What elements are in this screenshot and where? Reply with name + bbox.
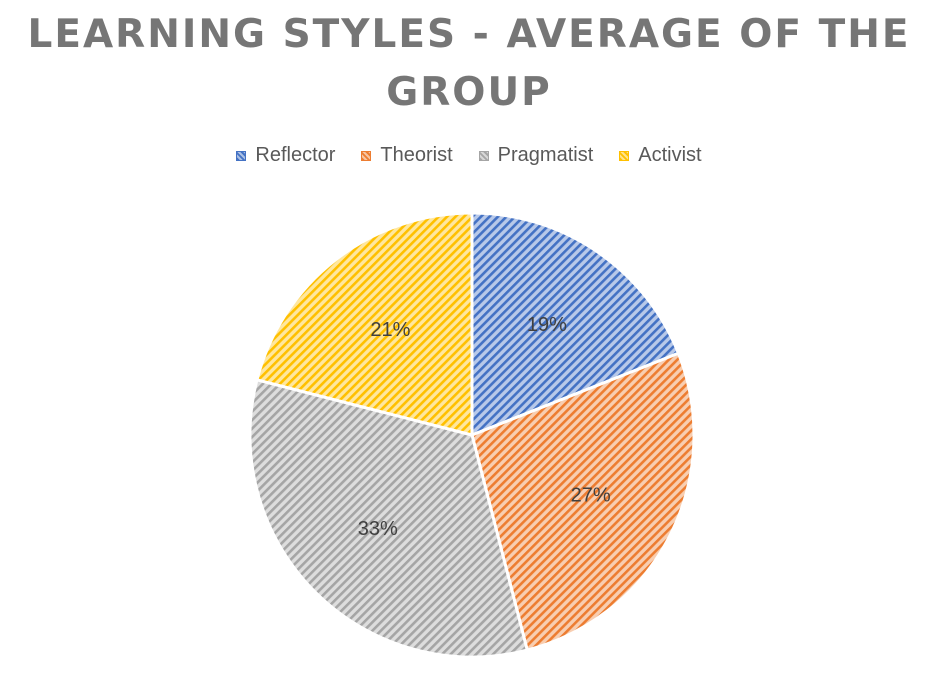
legend-label-reflector: Reflector: [255, 144, 336, 166]
data-label-pragmatist: 33%: [358, 518, 398, 540]
pie-slices: [248, 211, 696, 659]
chart-title: LEARNING STYLES - AVERAGE OF THE GROUP: [27, 12, 911, 115]
data-label-theorist: 27%: [571, 484, 611, 506]
pie-slice-theorist: [470, 351, 696, 652]
legend-swatch-activist: [619, 150, 630, 161]
legend-item-reflector: Reflector: [236, 144, 335, 167]
legend-item-theorist: Theorist: [361, 144, 453, 167]
pie-slice-reflector: [470, 211, 680, 437]
legend-item-activist: Activist: [619, 144, 702, 167]
legend-label-activist: Activist: [638, 144, 702, 166]
pie-labels: 19% 27% 33% 21%: [358, 314, 611, 540]
legend-label-pragmatist: Pragmatist: [497, 144, 594, 166]
pie-slice-pragmatist: [248, 378, 529, 659]
legend-item-pragmatist: Pragmatist: [478, 144, 594, 167]
legend-swatch-pragmatist: [478, 150, 489, 161]
legend-label-theorist: Theorist: [380, 144, 453, 166]
data-label-activist: 21%: [370, 319, 410, 341]
data-label-reflector: 19%: [527, 314, 567, 336]
legend-swatch-reflector: [236, 150, 247, 161]
pie-slice-activist: [255, 211, 474, 437]
legend: Reflector Theorist Pragmatist Activist: [0, 144, 938, 167]
legend-swatch-theorist: [361, 150, 372, 161]
